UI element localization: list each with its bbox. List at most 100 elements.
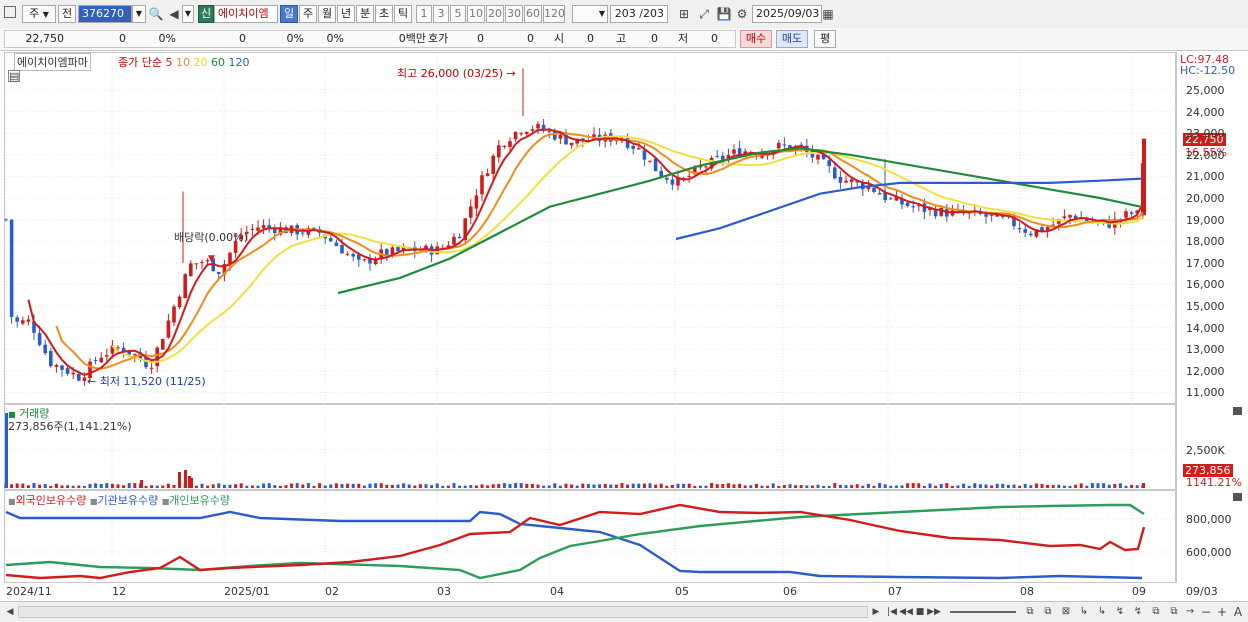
volume-bar <box>452 483 456 488</box>
holdings-axis <box>1176 490 1245 583</box>
interval-tab-20[interactable]: 20 <box>486 5 504 23</box>
volume-value-label: 273,856주(1,141.21%) <box>8 420 132 433</box>
candle-body <box>838 176 843 183</box>
ma-legend-20: 20 <box>193 56 208 69</box>
volume-bar <box>1124 485 1128 488</box>
tool-icon-4[interactable]: ↳ <box>1079 606 1089 617</box>
candle-body <box>177 296 182 308</box>
period-tab-5[interactable]: 초 <box>375 5 393 23</box>
save-icon[interactable]: 💾 <box>716 7 732 21</box>
play-icon[interactable]: ▶▶ <box>927 607 941 617</box>
interval-tab-60[interactable]: 60 <box>524 5 542 23</box>
candle-body <box>60 365 64 370</box>
holdings-pane[interactable] <box>4 490 1176 583</box>
candle-body <box>71 372 75 375</box>
interval-tab-10[interactable]: 10 <box>467 5 485 23</box>
volume-bar <box>256 485 260 488</box>
speed-slider[interactable] <box>950 611 1016 613</box>
volume-pane[interactable] <box>4 404 1176 490</box>
eval-button[interactable]: 평 <box>814 30 836 48</box>
interval-tab-1[interactable]: 1 <box>416 5 432 23</box>
volume-bar <box>362 485 366 488</box>
date-field[interactable]: 2025/09/03 <box>752 5 822 23</box>
calendar-icon[interactable]: ▦ <box>822 7 834 21</box>
volume-bar <box>917 483 921 488</box>
tool-icon-5[interactable]: ↳ <box>1097 606 1107 617</box>
gear-icon[interactable]: ⚙ <box>736 7 748 21</box>
volume-bar <box>351 483 355 488</box>
volume-bar <box>99 483 103 488</box>
volume-bar <box>1034 483 1038 488</box>
volume-bar <box>110 483 114 488</box>
volume-bar <box>1057 484 1061 488</box>
code-dropdown-button[interactable]: ▼ <box>132 5 146 23</box>
buy-button[interactable]: 매수 <box>740 30 772 48</box>
interval-tab-120[interactable]: 120 <box>543 5 565 23</box>
volume-bar <box>295 483 299 488</box>
tool-icon-9[interactable]: ⧉ <box>1170 606 1178 617</box>
prev-button[interactable]: 전 <box>58 5 76 23</box>
rewind-icon[interactable]: ◀◀ <box>899 607 913 617</box>
volume-bar <box>329 484 333 488</box>
volume-bar <box>1012 484 1016 488</box>
candle-body <box>362 259 367 261</box>
stop-icon[interactable]: ■ <box>915 607 925 617</box>
interval-dropdown[interactable]: ▼ <box>572 5 608 23</box>
zoom-in-icon[interactable]: + <box>1216 605 1228 619</box>
tool-icon-3[interactable]: ⊠ <box>1061 606 1071 617</box>
period-tab-0[interactable]: 일 <box>280 5 298 23</box>
interval-tab-3[interactable]: 3 <box>433 5 449 23</box>
period-tab-1[interactable]: 주 <box>299 5 317 23</box>
period-tab-3[interactable]: 년 <box>337 5 355 23</box>
x-axis-label: 12 <box>112 585 126 598</box>
volume-bar <box>598 484 602 488</box>
price-y-tick: 11,000 <box>1186 386 1225 400</box>
zoom-icon[interactable]: ⤢ <box>699 7 709 21</box>
candle-body <box>88 361 92 379</box>
speaker-dropdown[interactable]: ▼ <box>182 5 194 23</box>
x-axis-label: 04 <box>550 585 564 598</box>
search-icon[interactable]: 🔍 <box>148 7 164 21</box>
speaker-icon[interactable]: ◀ <box>169 7 179 21</box>
tool-icon-2[interactable]: ⧉ <box>1044 606 1052 617</box>
volume-bar <box>872 485 876 488</box>
interval-tab-5[interactable]: 5 <box>450 5 466 23</box>
stock-code-input[interactable]: 376270 <box>78 5 132 23</box>
tool-icon-7[interactable]: ↯ <box>1133 606 1143 617</box>
menu-dropdown[interactable]: 주 ▼ <box>22 5 56 23</box>
volume-bar <box>889 485 893 488</box>
tool-icon-8[interactable]: ⧉ <box>1152 606 1160 617</box>
font-size-icon[interactable]: A <box>1233 605 1243 619</box>
candle-body <box>368 258 372 264</box>
tool-icon-6[interactable]: ↯ <box>1115 606 1125 617</box>
sell-button[interactable]: 매도 <box>776 30 808 48</box>
stock-name-field[interactable]: 에이치이엠 <box>214 5 278 23</box>
volume-pane-close-icon[interactable] <box>1233 407 1242 415</box>
tool-icon-10[interactable]: → <box>1185 606 1195 617</box>
candle-body <box>1001 215 1005 218</box>
holdings-pane-close-icon[interactable] <box>1233 493 1242 501</box>
scroll-track[interactable] <box>18 606 868 618</box>
first-icon[interactable]: |◀ <box>887 607 897 617</box>
period-tab-6[interactable]: 틱 <box>394 5 412 23</box>
candle-body <box>245 231 249 234</box>
candle-body <box>189 263 193 277</box>
count-field[interactable]: 203 /203 <box>610 5 668 23</box>
grid-icon[interactable]: ⊞ <box>678 7 690 21</box>
volume-bar <box>592 484 596 488</box>
scroll-right-icon[interactable]: ▶ <box>872 607 880 617</box>
indicator-list-icon[interactable]: ▤ <box>8 70 20 83</box>
candle-body <box>1062 216 1067 219</box>
interval-tab-30[interactable]: 30 <box>505 5 523 23</box>
quote-amount: 0백만 <box>398 32 426 45</box>
candle-body <box>917 205 921 207</box>
candle-body <box>469 206 473 218</box>
tool-icon-1[interactable]: ⧉ <box>1026 606 1034 617</box>
period-tab-4[interactable]: 분 <box>356 5 374 23</box>
candle-body <box>569 142 574 146</box>
period-tab-2[interactable]: 월 <box>318 5 336 23</box>
price-pane[interactable] <box>4 52 1176 404</box>
zoom-out-icon[interactable]: − <box>1200 605 1212 619</box>
scroll-left-icon[interactable]: ◀ <box>6 607 14 617</box>
window-icon[interactable] <box>4 6 16 18</box>
